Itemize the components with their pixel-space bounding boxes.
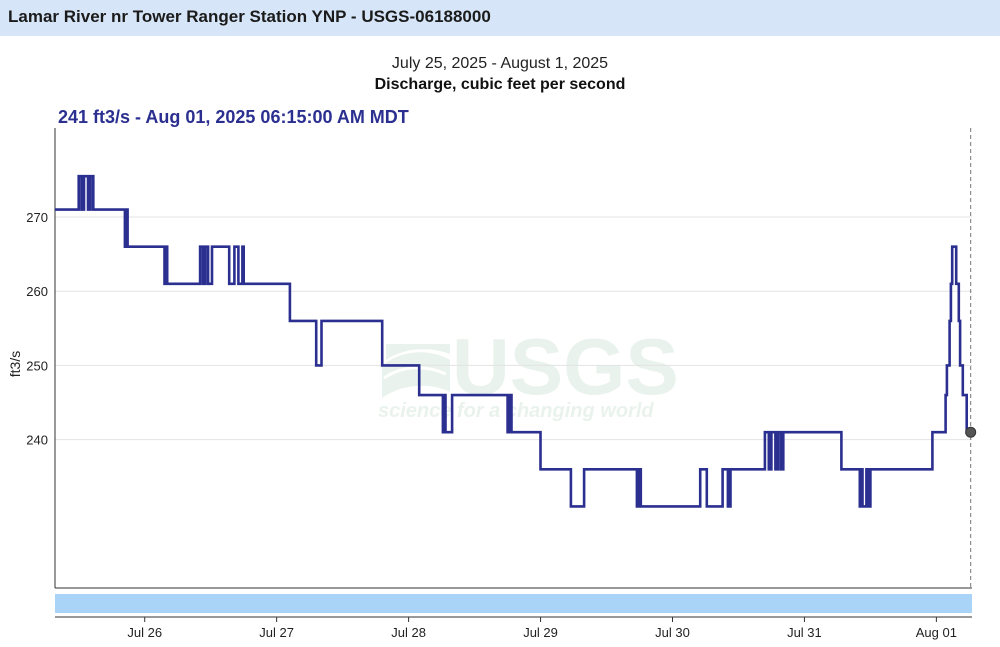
y-tick-label: 250	[26, 358, 48, 373]
x-tick-label: Jul 29	[523, 625, 558, 640]
grid-lines	[55, 216, 972, 441]
y-tick-label: 240	[26, 433, 48, 448]
current-value-point	[965, 426, 977, 438]
time-range-band	[55, 594, 972, 613]
watermark-tagline: science for a changing world	[378, 400, 654, 422]
x-tick-label: Aug 01	[916, 625, 957, 640]
current-value-readout: 241 ft3/s - Aug 01, 2025 06:15:00 AM MDT	[58, 107, 409, 127]
x-tick-label: Jul 27	[259, 625, 294, 640]
watermark-logo-text: USGS	[452, 322, 679, 411]
y-tick-label: 260	[26, 284, 48, 299]
x-tick-label: Jul 26	[127, 625, 162, 640]
x-axis-ticks: Jul 26 Jul 27 Jul 28 Jul 29 Jul 30 Jul 31 Aug …	[127, 617, 957, 640]
usgs-logo-mark	[382, 344, 450, 398]
usgs-watermark: USGS science for a changing world	[378, 322, 679, 422]
chart-subtitle: July 25, 2025 - August 1, 2025	[391, 55, 609, 72]
y-tick-label: 270	[26, 210, 48, 225]
chart-title: Discharge, cubic feet per second	[374, 76, 626, 93]
discharge-series-line	[55, 174, 971, 508]
x-tick-label: Jul 30	[655, 625, 690, 640]
station-header: Lamar River nr Tower Ranger Station YNP …	[0, 0, 1000, 36]
y-axis-ticks: 240 250 260 270	[26, 210, 48, 448]
plot-area	[54, 128, 977, 618]
x-tick-label: Jul 28	[391, 625, 426, 640]
y-axis-title: ft3/s	[7, 351, 23, 377]
station-title: Lamar River nr Tower Ranger Station YNP …	[8, 7, 491, 26]
x-tick-label: Jul 31	[787, 625, 822, 640]
